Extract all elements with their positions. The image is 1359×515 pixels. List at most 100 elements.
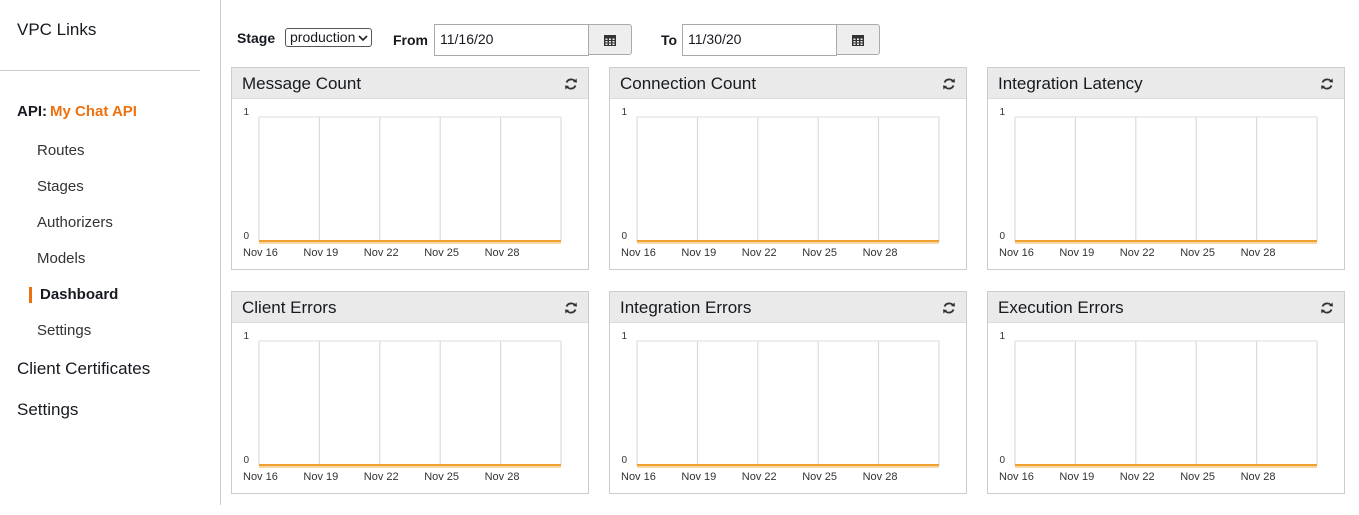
chart-panel: Integration Errors 0 1 Nov 16 Nov 19 Nov 22 No… — [609, 291, 967, 494]
refresh-button[interactable] — [564, 77, 578, 91]
y-tick-label: 1 — [621, 107, 627, 118]
chart-header: Connection Count — [610, 68, 966, 99]
icon-cell — [605, 41, 608, 43]
icon-cell — [860, 43, 863, 45]
x-tick-label: Nov 25 — [1180, 471, 1215, 483]
x-tick-label: Nov 19 — [303, 471, 338, 483]
chart-plot: 0 1 Nov 16 Nov 19 Nov 22 Nov 25 Nov 28 — [243, 107, 562, 259]
refresh-arc — [1321, 302, 1333, 314]
refresh-button[interactable] — [564, 301, 578, 315]
chart-panel: Connection Count 0 1 Nov 16 Nov 19 Nov 22 Nov … — [609, 67, 967, 270]
x-tick-label: Nov 28 — [485, 471, 520, 483]
y-tick-label: 1 — [243, 107, 249, 118]
refresh-arrow — [943, 302, 955, 314]
icon-cell — [853, 43, 856, 45]
chart-panel: Client Errors 0 1 Nov 16 Nov 19 Nov 22 Nov 25 N… — [231, 291, 589, 494]
sidebar-rule — [0, 70, 200, 71]
refresh-button[interactable] — [942, 77, 956, 91]
x-tick-label: Nov 16 — [243, 247, 278, 259]
refresh-arrow — [565, 302, 577, 314]
y-tick-label: 1 — [999, 107, 1005, 118]
active-indicator — [29, 287, 32, 303]
chart-header: Message Count — [232, 68, 588, 99]
nav-sub-link[interactable]: Models — [37, 250, 86, 267]
x-tick-label: Nov 28 — [1241, 471, 1276, 483]
nav-link[interactable]: Settings — [17, 400, 79, 419]
chart-header: Integration Latency — [988, 68, 1344, 99]
icon-cell — [609, 38, 611, 40]
icon-cell — [860, 38, 863, 40]
stage-value: production — [290, 29, 356, 45]
x-tick-label: Nov 25 — [1180, 247, 1215, 259]
x-tick-label: Nov 16 — [621, 247, 656, 259]
calendar-button[interactable] — [836, 24, 880, 55]
chart-plot: 0 1 Nov 16 Nov 19 Nov 22 Nov 25 Nov 28 — [999, 107, 1318, 259]
x-tick-label: Nov 16 — [243, 471, 278, 483]
x-tick-label: Nov 28 — [485, 247, 520, 259]
chart-title: Client Errors — [242, 298, 337, 317]
chart-plot: 0 1 Nov 16 Nov 19 Nov 22 Nov 25 Nov 28 — [621, 107, 940, 259]
date-input[interactable]: 11/16/20 — [434, 24, 589, 56]
stage-label: Stage — [237, 30, 276, 46]
refresh-button[interactable] — [942, 301, 956, 315]
x-tick-label: Nov 25 — [424, 247, 459, 259]
chart-title: Integration Errors — [620, 298, 752, 317]
icon-cell — [853, 38, 856, 40]
refresh-arc — [1321, 78, 1333, 90]
x-tick-label: Nov 28 — [1241, 247, 1276, 259]
icon-cell — [609, 43, 611, 45]
calendar-button[interactable] — [588, 24, 632, 55]
x-tick-label: Nov 19 — [1059, 471, 1094, 483]
chart-panel: Execution Errors 0 1 Nov 16 Nov 19 Nov 22 Nov … — [987, 291, 1345, 494]
refresh-arc — [943, 302, 955, 314]
refresh-arrow — [943, 78, 955, 90]
refresh-button[interactable] — [1320, 301, 1334, 315]
date-input[interactable]: 11/30/20 — [682, 24, 837, 56]
sidebar-divider — [220, 0, 221, 505]
y-tick-label: 0 — [999, 231, 1005, 242]
refresh-arrow — [1321, 302, 1333, 314]
refresh-button[interactable] — [1320, 77, 1334, 91]
x-tick-label: Nov 28 — [863, 471, 898, 483]
chart-plot: 0 1 Nov 16 Nov 19 Nov 22 Nov 25 Nov 28 — [621, 331, 940, 483]
chart-header: Execution Errors — [988, 292, 1344, 323]
nav-sub-link[interactable]: Routes — [37, 142, 85, 159]
icon-body — [604, 35, 616, 46]
nav-sub-link[interactable]: Dashboard — [40, 286, 119, 303]
chart-panel: Integration Latency 0 1 Nov 16 Nov 19 Nov 22 N… — [987, 67, 1345, 270]
nav-sub-link[interactable]: Authorizers — [37, 214, 113, 231]
x-tick-label: Nov 19 — [303, 247, 338, 259]
refresh-arc — [943, 78, 955, 90]
x-tick-label: Nov 25 — [802, 471, 837, 483]
x-tick-label: Nov 19 — [681, 471, 716, 483]
stage-select[interactable]: production — [285, 28, 372, 47]
x-tick-label: Nov 22 — [364, 471, 399, 483]
api-name[interactable]: My Chat API — [50, 103, 137, 120]
chart-header: Client Errors — [232, 292, 588, 323]
icon-cell — [857, 43, 859, 45]
nav-link[interactable]: Client Certificates — [17, 359, 151, 378]
chart-title: Execution Errors — [998, 298, 1124, 317]
calendar-icon — [604, 35, 616, 46]
y-tick-label: 1 — [243, 331, 249, 342]
x-tick-label: Nov 22 — [742, 471, 777, 483]
nav-sub-link[interactable]: Stages — [37, 178, 84, 195]
icon-cell — [853, 41, 856, 43]
chart-panel: Message Count 0 1 Nov 16 Nov 19 Nov 22 Nov 25 N… — [231, 67, 589, 270]
icon-cell — [860, 41, 863, 43]
nav-sub-link[interactable]: Settings — [37, 322, 92, 339]
chart-plot: 0 1 Nov 16 Nov 19 Nov 22 Nov 25 Nov 28 — [999, 331, 1318, 483]
y-tick-label: 1 — [999, 331, 1005, 342]
date-label: From — [393, 32, 428, 48]
nav-link[interactable]: VPC Links — [17, 20, 97, 39]
date-label: To — [661, 32, 678, 48]
icon-cell — [605, 38, 608, 40]
x-tick-label: Nov 16 — [999, 471, 1034, 483]
x-tick-label: Nov 19 — [1059, 247, 1094, 259]
refresh-arrow — [1321, 78, 1333, 90]
x-tick-label: Nov 22 — [1120, 471, 1155, 483]
x-tick-label: Nov 25 — [424, 471, 459, 483]
icon-cell — [857, 38, 859, 40]
refresh-arc — [565, 302, 577, 314]
x-tick-label: Nov 28 — [863, 247, 898, 259]
